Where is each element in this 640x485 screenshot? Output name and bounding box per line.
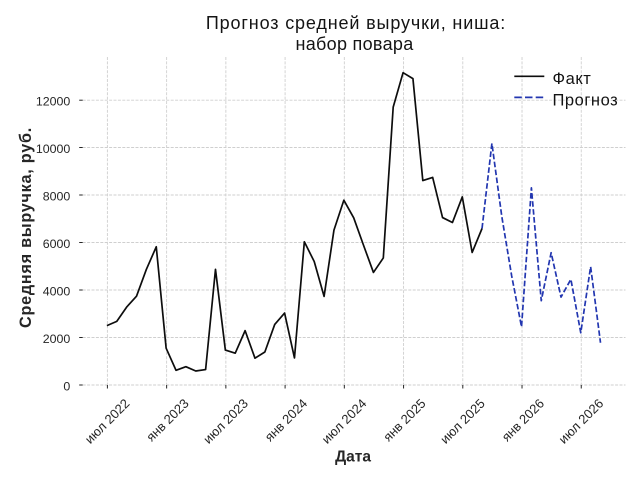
svg-text:Прогноз: Прогноз	[553, 91, 619, 109]
svg-text:6000: 6000	[43, 237, 71, 251]
svg-text:4000: 4000	[43, 284, 71, 298]
svg-text:Средняя выручка, руб.: Средняя выручка, руб.	[17, 127, 35, 328]
svg-text:набор повара: набор повара	[295, 34, 414, 54]
svg-text:8000: 8000	[43, 189, 71, 203]
svg-text:10000: 10000	[36, 142, 71, 156]
svg-text:Прогноз средней выручки, ниша:: Прогноз средней выручки, ниша:	[206, 13, 506, 33]
svg-text:12000: 12000	[36, 94, 71, 108]
svg-text:0: 0	[63, 379, 70, 393]
svg-text:Дата: Дата	[335, 448, 371, 465]
svg-text:Факт: Факт	[553, 70, 592, 88]
svg-text:2000: 2000	[43, 332, 71, 346]
